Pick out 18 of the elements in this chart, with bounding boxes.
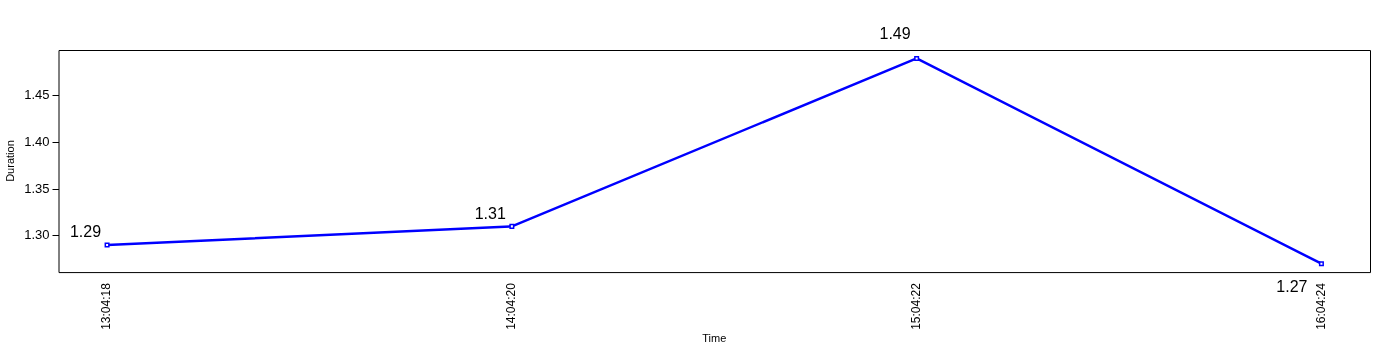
y-tick-label: 1.30 bbox=[24, 227, 50, 243]
data-label: 1.27 bbox=[1276, 278, 1308, 296]
x-tick-label: 15:04:22 bbox=[908, 282, 923, 330]
data-label: 1.49 bbox=[879, 24, 911, 42]
point bbox=[509, 223, 515, 229]
y-tick-label: 1.35 bbox=[24, 180, 50, 196]
x-tick-label: 14:04:20 bbox=[504, 282, 519, 330]
x-axis-title: Time bbox=[702, 332, 727, 345]
y-axis-title: Duration bbox=[3, 140, 16, 182]
data-label: 1.29 bbox=[69, 223, 102, 241]
point bbox=[104, 242, 110, 248]
x-tick-label: 13:04:18 bbox=[99, 282, 114, 330]
x-tick-label: 16:04:24 bbox=[1313, 282, 1328, 330]
y-tick-label: 1.40 bbox=[24, 133, 50, 149]
point bbox=[1318, 261, 1324, 267]
y-tick-label: 1.45 bbox=[24, 87, 50, 103]
data-label: 1.31 bbox=[474, 204, 506, 222]
point bbox=[914, 55, 920, 61]
